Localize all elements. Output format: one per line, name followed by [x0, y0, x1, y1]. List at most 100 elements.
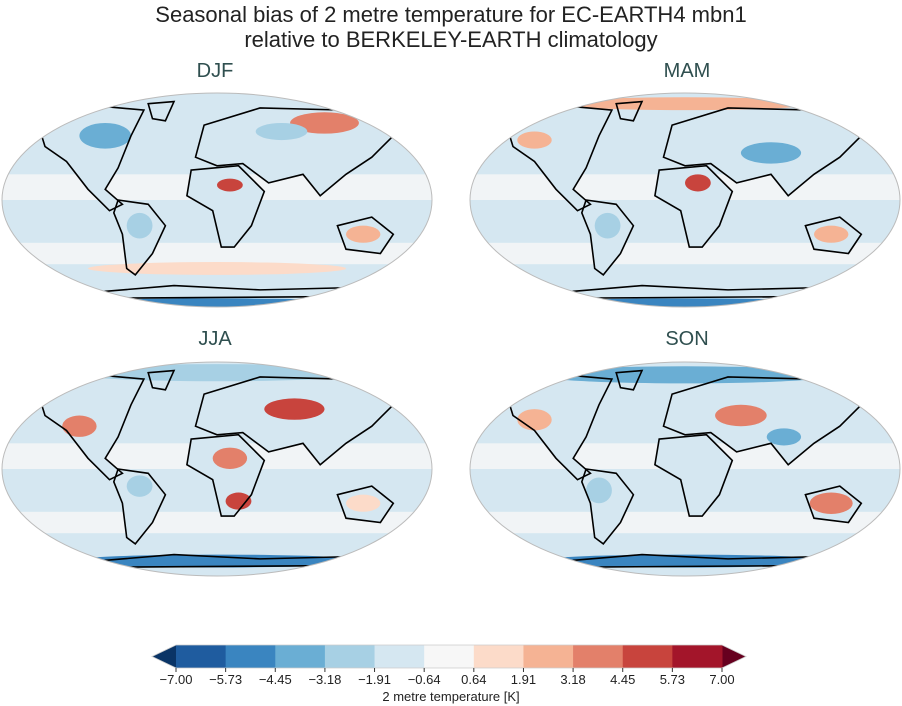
continent-africa	[654, 165, 733, 248]
map-djf	[1, 92, 433, 308]
bias-patch	[264, 398, 325, 420]
bias-patch	[766, 428, 802, 446]
map-jja	[1, 361, 433, 577]
bias-patch	[556, 97, 814, 111]
bias-patch	[212, 447, 248, 469]
colorbar-tick-label: 7.00	[709, 672, 735, 687]
bias-patch	[594, 212, 621, 239]
colorbar	[151, 644, 747, 672]
colorbar-tick-label: 1.91	[510, 672, 537, 687]
colorbar-tick-label: 0.64	[461, 672, 487, 687]
colorbar-label: 2 metre temperature [K]	[382, 689, 520, 704]
coastline	[194, 376, 400, 466]
bias-patch	[685, 174, 711, 192]
panel-title-mam: MAM	[663, 60, 711, 82]
coastline	[147, 100, 176, 122]
coastline	[654, 164, 734, 248]
map-border	[469, 92, 901, 308]
colorbar-tick-label: 3.18	[560, 672, 586, 687]
coastline	[147, 369, 176, 391]
colorbar-segment	[672, 645, 723, 668]
continent-africa	[186, 165, 265, 248]
bias-patch	[217, 178, 243, 192]
coastline	[186, 164, 266, 248]
colorbar-segment	[225, 645, 276, 668]
colorbar-tick-label: −3.18	[308, 672, 342, 687]
coastline	[662, 107, 868, 197]
map-mam	[469, 92, 901, 308]
bias-patch	[346, 494, 381, 512]
colorbar-tick-label: −1.91	[358, 672, 391, 687]
coastline	[804, 485, 863, 524]
figure-title-line2: relative to BERKELEY-EARTH climatology	[244, 27, 658, 52]
colorbar-segment	[622, 645, 673, 668]
bias-patch	[225, 492, 252, 510]
coastline	[615, 100, 644, 122]
continent-eurasia	[663, 376, 866, 465]
bias-patch	[517, 131, 552, 149]
continent-eurasia	[195, 376, 398, 465]
coastline	[112, 468, 167, 546]
colorbar-segment	[275, 645, 326, 668]
coastline	[654, 433, 734, 517]
colorbar-tick-label: −7.00	[159, 672, 193, 687]
colorbar-over-extend	[722, 645, 746, 668]
panel-title-jja: JJA	[198, 328, 232, 350]
map-border	[1, 92, 433, 308]
coastline	[186, 433, 266, 517]
bias-patch	[79, 122, 131, 149]
bias-patch	[517, 409, 552, 431]
bias-patch	[62, 415, 97, 437]
bias-patch	[740, 142, 802, 164]
colorbar-under-extend	[152, 645, 176, 668]
map-border	[469, 361, 901, 577]
bias-patch	[66, 298, 368, 307]
colorbar-tick-label: −4.45	[258, 672, 292, 687]
map-son	[469, 361, 901, 577]
coastline	[336, 216, 395, 255]
bias-patch	[586, 477, 612, 504]
bias-patch	[255, 122, 308, 141]
coastline	[804, 216, 863, 255]
coastline	[336, 485, 395, 524]
continent-greenland	[148, 101, 174, 121]
figure-title-line1: Seasonal bias of 2 metre temperature for…	[155, 2, 747, 27]
bias-patch	[126, 475, 153, 497]
colorbar-segment	[473, 645, 524, 668]
colorbar-segment	[424, 645, 475, 668]
colorbar-segment	[374, 645, 425, 668]
coastline	[503, 105, 614, 212]
panel-title-djf: DJF	[196, 60, 234, 82]
map-border	[1, 361, 433, 577]
colorbar-tick-label: 5.73	[659, 672, 686, 687]
bias-patch	[88, 262, 346, 275]
bias-patch	[814, 225, 849, 243]
bias-patch	[534, 366, 836, 384]
coastline	[194, 107, 400, 197]
coastline	[580, 199, 635, 277]
colorbar-segment	[573, 645, 624, 668]
bias-patch	[290, 112, 359, 134]
bias-patch	[715, 404, 767, 427]
coastline	[35, 374, 146, 481]
bias-patch	[126, 212, 153, 239]
bias-patch	[346, 225, 381, 243]
coastline	[35, 105, 146, 212]
bias-patch	[534, 298, 836, 307]
colorbar-segment	[324, 645, 376, 668]
colorbar-tick-label: 4.45	[610, 672, 636, 687]
colorbar-segment	[523, 645, 574, 668]
colorbar-tick-label: −5.73	[209, 672, 243, 687]
coastline	[662, 376, 868, 466]
coastline	[615, 369, 644, 391]
panel-title-son: SON	[665, 328, 709, 350]
colorbar-tick-label: −0.64	[407, 672, 441, 687]
continent-africa	[654, 434, 733, 517]
continent-samerica	[113, 469, 166, 544]
coastline	[580, 468, 635, 546]
coastline	[112, 199, 167, 277]
bias-patch	[809, 492, 853, 514]
colorbar-segment	[176, 645, 227, 668]
coastline	[503, 374, 614, 481]
